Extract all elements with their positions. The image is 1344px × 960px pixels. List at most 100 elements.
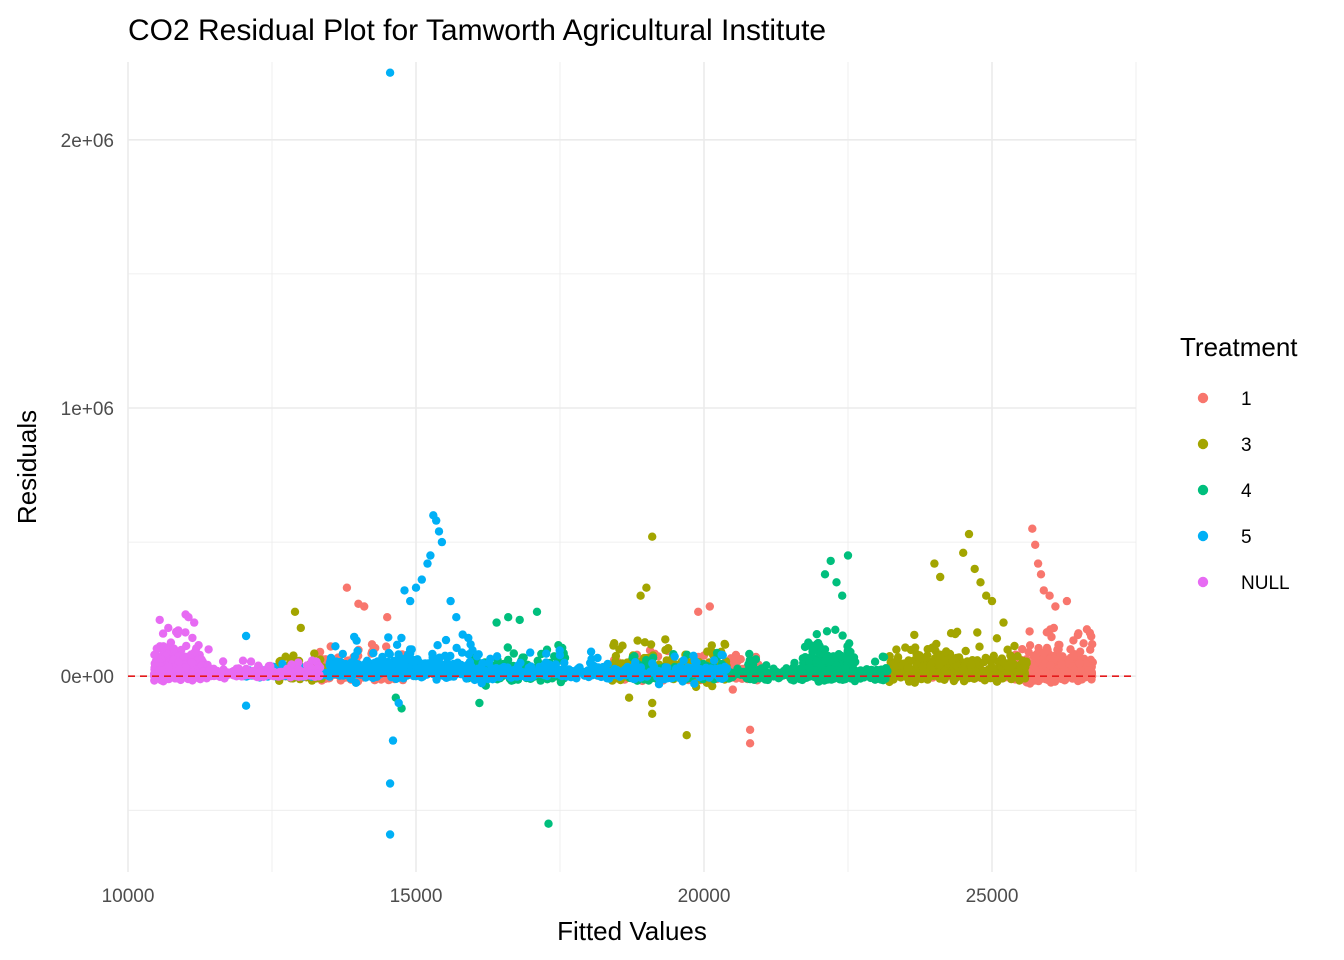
- data-point: [763, 675, 772, 685]
- data-point: [847, 667, 857, 676]
- data-point: [640, 638, 650, 647]
- data-point: [864, 666, 873, 675]
- legend-marker: [1197, 530, 1209, 542]
- data-point: [364, 662, 374, 672]
- data-point: [1087, 632, 1096, 641]
- data-point: [593, 653, 602, 663]
- data-point: [464, 633, 473, 643]
- data-point: [535, 662, 544, 672]
- data-point: [671, 664, 681, 673]
- data-point: [879, 652, 889, 662]
- data-point: [630, 661, 639, 671]
- data-point: [757, 664, 766, 673]
- data-point: [987, 596, 997, 606]
- data-point: [988, 664, 997, 673]
- data-point: [690, 679, 699, 688]
- data-point: [917, 653, 926, 662]
- data-point: [751, 672, 761, 682]
- data-point: [970, 564, 979, 574]
- data-point: [551, 665, 560, 674]
- data-point: [150, 650, 159, 659]
- data-point: [1060, 666, 1070, 676]
- plot-grid: [127, 62, 1137, 872]
- data-point: [901, 643, 910, 652]
- data-point: [204, 645, 213, 654]
- data-point: [1079, 639, 1088, 648]
- data-point: [610, 639, 619, 648]
- data-point: [1036, 668, 1046, 677]
- data-point: [457, 666, 466, 675]
- data-point: [417, 575, 426, 584]
- data-point: [855, 667, 864, 676]
- data-point: [800, 642, 810, 652]
- data-point: [694, 607, 703, 616]
- data-point: [838, 591, 847, 600]
- data-point: [940, 656, 949, 666]
- data-point: [394, 698, 403, 708]
- data-point: [384, 648, 393, 658]
- x-tick-label: 20000: [678, 886, 731, 907]
- data-point: [635, 672, 645, 681]
- data-point: [918, 662, 928, 671]
- y-tick-label: 0e+00: [61, 667, 114, 688]
- data-point: [789, 663, 798, 672]
- data-point: [709, 656, 719, 665]
- data-point: [992, 634, 1002, 643]
- data-point: [703, 664, 713, 674]
- data-point: [446, 596, 455, 606]
- data-point: [649, 662, 659, 671]
- series-NULL: [149, 610, 325, 686]
- data-point: [664, 644, 673, 653]
- data-point: [433, 641, 442, 650]
- data-point: [481, 671, 490, 680]
- data-point: [474, 650, 483, 659]
- data-point: [392, 640, 402, 649]
- data-point: [870, 657, 880, 666]
- data-point: [181, 663, 190, 672]
- data-point: [722, 664, 732, 673]
- data-point: [837, 651, 846, 661]
- data-point: [385, 779, 395, 788]
- data-point: [306, 670, 316, 679]
- data-point: [751, 655, 761, 664]
- data-point: [821, 656, 830, 665]
- data-point: [190, 647, 200, 657]
- data-point: [822, 627, 832, 636]
- data-point: [457, 648, 467, 657]
- data-point: [904, 677, 914, 686]
- data-point: [434, 527, 444, 536]
- legend-label: 3: [1241, 435, 1252, 456]
- data-point: [975, 642, 984, 651]
- data-point: [1018, 656, 1028, 666]
- data-point: [473, 664, 483, 673]
- data-point: [403, 650, 413, 659]
- data-point: [1053, 645, 1062, 654]
- data-point: [989, 651, 998, 660]
- data-point: [164, 662, 173, 671]
- data-point: [787, 675, 796, 684]
- data-point: [814, 640, 823, 649]
- data-point: [560, 658, 569, 667]
- data-point: [423, 559, 432, 568]
- data-point: [462, 673, 471, 682]
- data-point: [1039, 586, 1049, 595]
- data-point: [670, 652, 679, 661]
- x-axis-title: Fitted Values: [557, 916, 707, 946]
- data-point: [388, 736, 398, 745]
- data-point: [385, 830, 395, 839]
- data-point: [903, 663, 912, 672]
- legend-marker: [1197, 392, 1209, 404]
- data-point: [310, 649, 319, 658]
- data-point: [1049, 623, 1059, 633]
- data-point: [654, 680, 664, 689]
- data-point: [153, 670, 162, 679]
- data-point: [636, 663, 646, 672]
- chart-title: CO2 Residual Plot for Tamworth Agricultu…: [128, 14, 826, 47]
- data-point: [846, 647, 855, 657]
- data-point: [967, 660, 976, 669]
- data-point: [188, 633, 197, 643]
- data-point: [1025, 641, 1035, 650]
- data-point: [275, 668, 284, 678]
- data-point: [825, 665, 834, 674]
- data-point: [615, 645, 624, 654]
